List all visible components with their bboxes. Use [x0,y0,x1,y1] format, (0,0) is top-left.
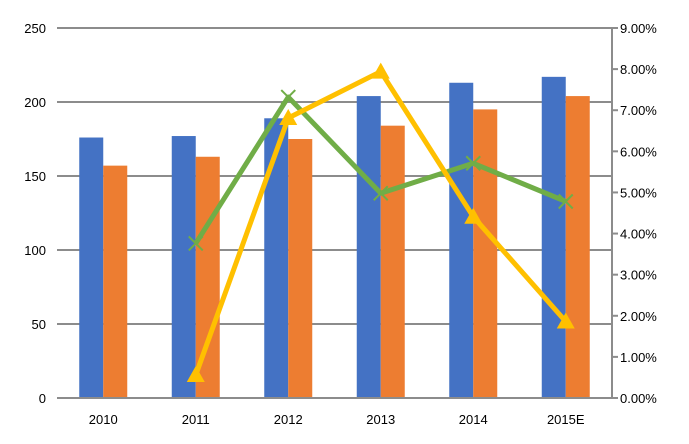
bar-series-1-2015E [541,76,566,398]
left-tick-label: 50 [32,317,46,332]
bar-series-2-2014 [473,109,498,399]
bar-series-2-2013 [380,125,405,399]
bar-series-1-2011 [171,136,196,399]
x-tick-label: 2015E [547,412,585,427]
triangle-marker [371,62,390,79]
right-tick-label: 4.00% [620,227,657,242]
x-tick-label: 2014 [459,412,488,427]
bar-series-2-2015E [565,96,590,398]
triangle-marker [186,365,205,382]
right-tick-label: 1.00% [620,350,657,365]
triangle-marker [556,312,575,329]
triangle-marker [279,109,298,126]
right-tick-label: 0.00% [620,391,657,406]
right-tick-label: 9.00% [620,21,657,36]
left-tick-label: 200 [24,95,46,110]
right-tick-label: 2.00% [620,309,657,324]
x-tick-label: 2010 [89,412,118,427]
bar-series-2-2012 [288,139,313,398]
right-tick-label: 5.00% [620,185,657,200]
x-marker [280,89,296,105]
right-tick-label: 8.00% [620,62,657,77]
x-tick-label: 2013 [366,412,395,427]
bar-series-1-2013 [356,96,381,398]
bar-series-1-2010 [79,137,104,398]
bar-series-1-2012 [264,118,289,398]
left-tick-label: 0 [39,391,46,406]
x-marker [373,185,389,201]
left-tick-label: 250 [24,21,46,36]
x-tick-label: 2012 [274,412,303,427]
x-marker [188,235,204,252]
x-marker [465,155,481,171]
right-tick-label: 3.00% [620,268,657,283]
bar-series-2-2010 [103,165,128,398]
right-tick-label: 7.00% [620,103,657,118]
bar-series-1-2014 [449,82,474,398]
left-tick-label: 150 [24,169,46,184]
right-tick-label: 6.00% [620,144,657,159]
triangle-marker [464,207,483,224]
x-marker [558,193,574,210]
left-tick-label: 100 [24,243,46,258]
x-tick-label: 2011 [182,412,210,427]
